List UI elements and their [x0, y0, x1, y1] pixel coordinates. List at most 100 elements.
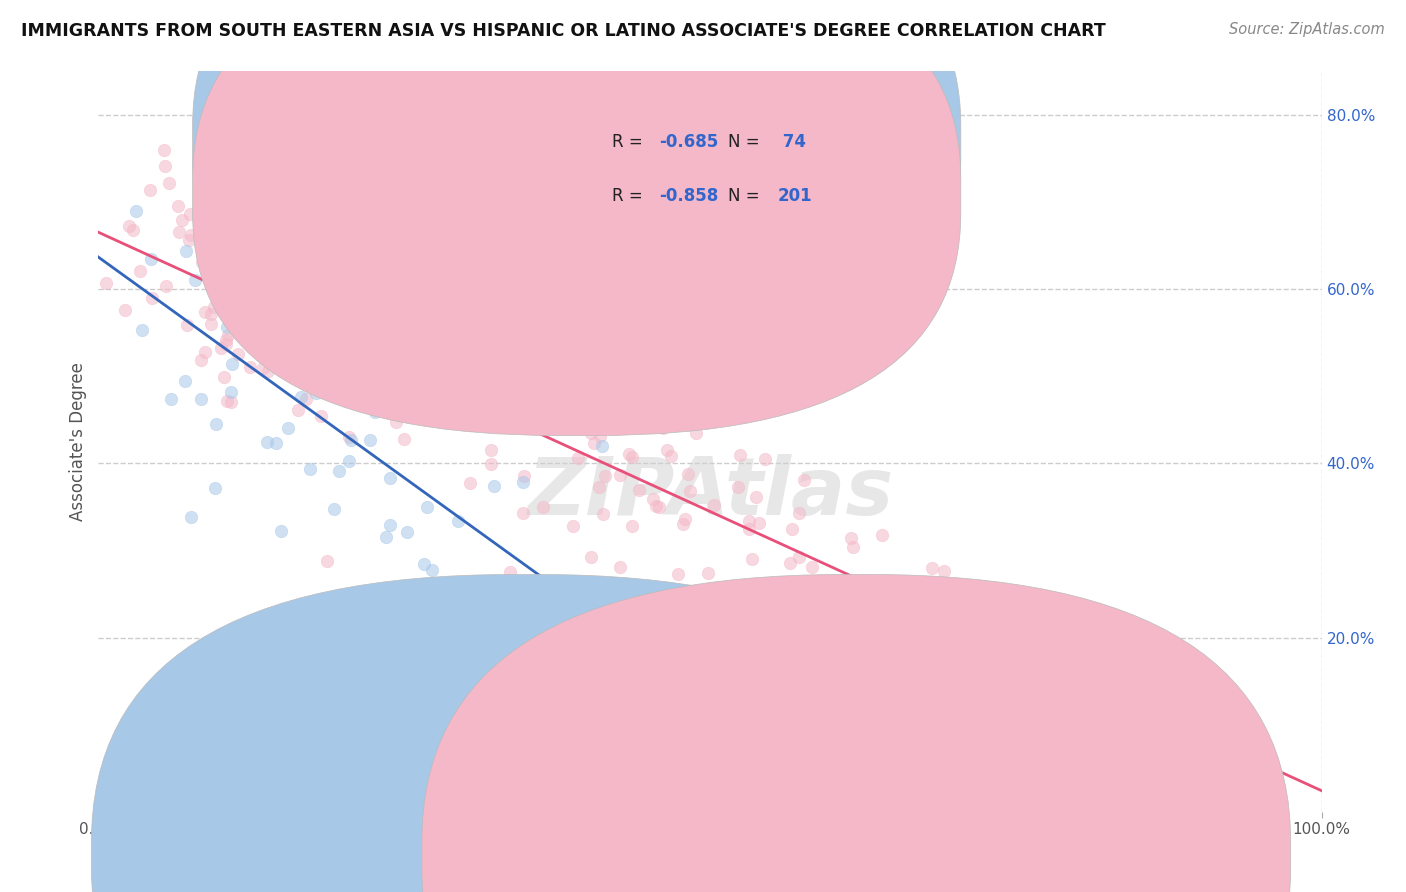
Point — [179, 233, 201, 247]
Point — [254, 178, 277, 193]
Point — [385, 306, 408, 320]
Point — [176, 318, 198, 332]
Point — [294, 392, 316, 406]
Point — [173, 374, 195, 388]
Point — [337, 454, 360, 468]
Point — [512, 507, 534, 521]
Point — [391, 310, 413, 324]
Point — [516, 628, 538, 642]
Point — [856, 735, 879, 749]
Point — [347, 359, 370, 373]
Point — [350, 338, 373, 352]
Point — [582, 436, 605, 450]
Text: 201: 201 — [778, 186, 811, 205]
Point — [506, 407, 529, 421]
Point — [260, 251, 283, 265]
Point — [222, 311, 245, 326]
Point — [190, 392, 212, 407]
Text: Source: ZipAtlas.com: Source: ZipAtlas.com — [1229, 22, 1385, 37]
Point — [463, 404, 485, 418]
Point — [420, 629, 443, 643]
Text: N =: N = — [728, 134, 765, 152]
Text: IMMIGRANTS FROM SOUTH EASTERN ASIA VS HISPANIC OR LATINO ASSOCIATE'S DEGREE CORR: IMMIGRANTS FROM SOUTH EASTERN ASIA VS HI… — [21, 22, 1107, 40]
Point — [322, 502, 344, 516]
Point — [212, 369, 235, 384]
Text: Hispanics or Latinos: Hispanics or Latinos — [875, 848, 1028, 863]
Point — [392, 407, 415, 421]
Point — [375, 341, 398, 355]
Text: R =: R = — [612, 186, 648, 205]
Point — [588, 480, 610, 494]
Point — [335, 387, 357, 401]
Point — [685, 426, 707, 441]
Point — [139, 252, 162, 267]
Point — [194, 344, 217, 359]
Text: Immigrants from South Eastern Asia: Immigrants from South Eastern Asia — [544, 848, 821, 863]
Point — [609, 467, 631, 482]
Point — [531, 500, 554, 515]
Point — [167, 225, 190, 239]
Point — [139, 183, 162, 197]
Point — [385, 415, 408, 429]
Point — [215, 336, 238, 351]
Point — [291, 279, 314, 293]
Point — [340, 433, 363, 447]
Point — [267, 259, 290, 273]
Point — [191, 255, 214, 269]
Point — [298, 612, 321, 626]
Point — [382, 301, 405, 315]
Point — [326, 611, 349, 625]
Point — [945, 655, 967, 669]
Point — [392, 335, 415, 350]
Point — [392, 432, 415, 446]
Point — [877, 718, 900, 732]
Point — [591, 439, 613, 453]
Point — [239, 359, 262, 374]
Point — [215, 333, 238, 347]
Point — [298, 277, 321, 291]
Point — [305, 385, 328, 400]
Point — [360, 265, 382, 279]
Point — [235, 246, 257, 260]
Point — [180, 228, 202, 243]
Point — [287, 402, 309, 417]
Point — [247, 305, 270, 319]
Point — [346, 256, 368, 270]
Point — [319, 276, 342, 290]
Point — [380, 518, 402, 533]
Point — [486, 338, 509, 352]
Point — [263, 246, 285, 260]
Point — [673, 512, 696, 526]
Point — [209, 270, 232, 285]
Point — [231, 303, 253, 318]
Point — [678, 467, 700, 482]
Point — [598, 408, 620, 422]
Point — [921, 560, 943, 574]
Point — [592, 507, 614, 521]
Point — [254, 238, 277, 252]
Point — [562, 519, 585, 533]
Point — [589, 428, 612, 442]
Point — [160, 392, 183, 407]
Point — [190, 352, 212, 367]
Point — [125, 204, 148, 219]
Point — [834, 612, 856, 626]
Point — [194, 305, 217, 319]
Point — [235, 243, 257, 257]
Point — [641, 491, 664, 506]
Point — [322, 300, 344, 314]
Point — [571, 582, 593, 596]
Point — [787, 507, 810, 521]
Point — [499, 566, 522, 580]
Point — [398, 348, 420, 362]
Point — [153, 159, 176, 173]
Point — [337, 430, 360, 444]
Point — [256, 305, 278, 319]
Point — [209, 341, 232, 355]
Point — [657, 442, 679, 457]
Point — [567, 451, 589, 466]
Point — [416, 500, 439, 515]
Point — [217, 319, 239, 334]
Point — [226, 346, 249, 360]
Text: -0.858: -0.858 — [658, 186, 718, 205]
